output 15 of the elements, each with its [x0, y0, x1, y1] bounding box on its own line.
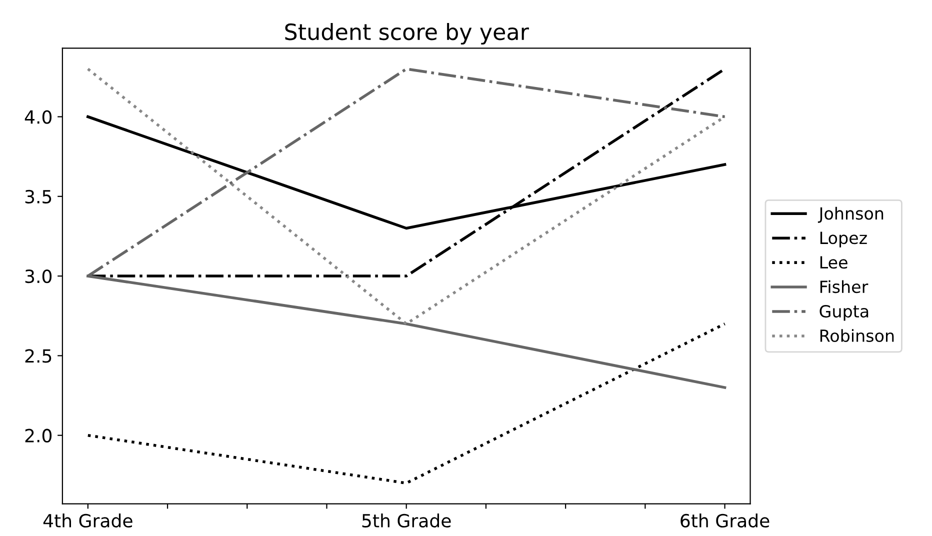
y-tick-label: 4.0: [24, 110, 52, 124]
y-tick-label: 3.0: [25, 270, 52, 284]
x-tick-label: 5th Grade: [362, 514, 451, 528]
y-tick-label: 2.0: [25, 428, 52, 442]
legend-label: Fisher: [820, 280, 868, 294]
y-tick-label: 3.5: [25, 190, 52, 204]
x-tick-label: 4th Grade: [43, 514, 132, 528]
legend-label: Lopez: [820, 232, 867, 248]
legend-label: Robinson: [820, 329, 894, 342]
legend-label: Gupta: [820, 304, 868, 321]
legend-label: Johnson: [818, 206, 884, 223]
chart-title: Student score by year: [285, 23, 529, 45]
y-tick-label: 2.5: [25, 349, 52, 363]
x-tick-label: 6th Grade: [680, 514, 770, 528]
legend-label: Lee: [820, 256, 848, 269]
